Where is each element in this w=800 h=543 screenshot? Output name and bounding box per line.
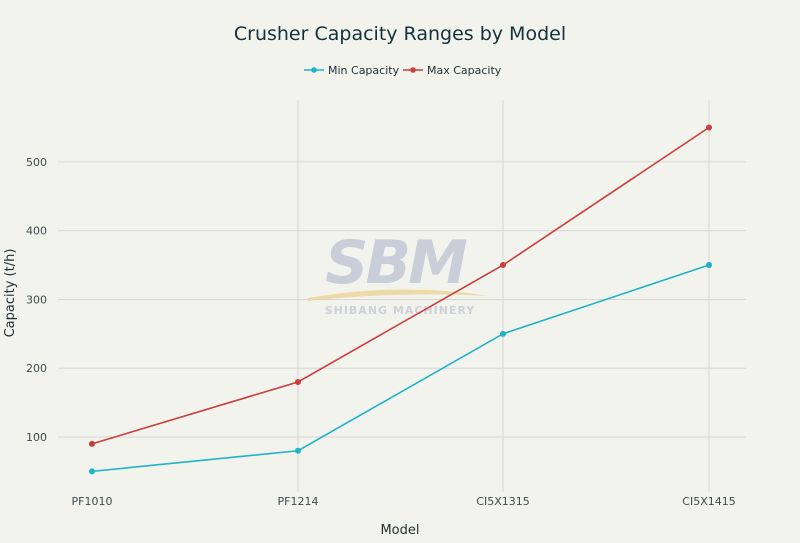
legend-marker-max — [410, 67, 416, 73]
data-point-max[interactable] — [295, 378, 301, 385]
legend-label-min: Min Capacity — [328, 64, 400, 77]
grid — [58, 100, 746, 492]
series-line-max — [91, 126, 710, 445]
series-layer — [89, 124, 712, 475]
x-tick-labels: PF1010 PF1214 CI5X1315 CI5X1415 — [72, 495, 736, 508]
x-tick-label: CI5X1315 — [476, 495, 529, 508]
x-tick-label: PF1214 — [278, 495, 319, 508]
y-tick-label: 300 — [26, 293, 47, 306]
data-point-max[interactable] — [706, 124, 712, 131]
data-point-min[interactable] — [89, 468, 95, 475]
x-tick-label: PF1010 — [72, 495, 113, 508]
legend-label-max: Max Capacity — [427, 64, 502, 77]
watermark-subtitle: SHIBANG MACHINERY — [325, 304, 476, 317]
x-axis-label: Model — [380, 523, 419, 538]
data-point-max[interactable] — [500, 262, 506, 269]
watermark-swoosh — [308, 289, 490, 301]
data-point-min[interactable] — [500, 330, 506, 337]
series-line-min — [91, 264, 710, 473]
x-tick-label: CI5X1415 — [682, 495, 735, 508]
data-point-min[interactable] — [295, 447, 301, 454]
y-axis-label: Capacity (t/h) — [3, 249, 18, 338]
y-tick-label: 200 — [26, 362, 47, 375]
y-tick-label: 100 — [26, 431, 47, 444]
data-point-min[interactable] — [706, 262, 712, 269]
y-tick-label: 400 — [26, 225, 47, 238]
legend: Min Capacity Max Capacity — [304, 64, 502, 77]
legend-item-max[interactable]: Max Capacity — [403, 64, 502, 77]
y-tick-label: 500 — [26, 156, 47, 169]
watermark: SBM SHIBANG MACHINERY — [308, 228, 490, 317]
data-point-max[interactable] — [89, 440, 95, 447]
legend-marker-min — [311, 67, 317, 73]
watermark-logo: SBM — [325, 228, 467, 298]
legend-item-min[interactable]: Min Capacity — [304, 64, 400, 77]
y-tick-labels: 100 200 300 400 500 — [26, 156, 47, 444]
chart-title: Crusher Capacity Ranges by Model — [234, 23, 566, 45]
